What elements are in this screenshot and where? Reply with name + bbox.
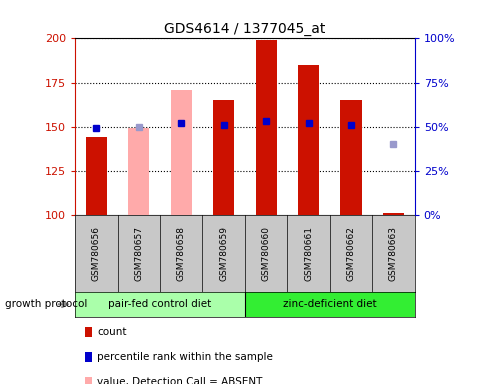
Text: GSM780657: GSM780657 [134,226,143,281]
Text: growth protocol: growth protocol [5,299,87,310]
Bar [86,137,107,215]
Text: zinc-deficient diet: zinc-deficient diet [282,299,376,310]
Text: pair-fed control diet: pair-fed control diet [108,299,211,310]
Text: GSM780662: GSM780662 [346,226,355,281]
Text: value, Detection Call = ABSENT: value, Detection Call = ABSENT [97,377,262,384]
Title: GDS4614 / 1377045_at: GDS4614 / 1377045_at [164,22,325,36]
Bar [297,65,318,215]
Text: GSM780656: GSM780656 [91,226,101,281]
Text: GSM780661: GSM780661 [303,226,313,281]
Bar [170,89,192,215]
Bar [212,100,234,215]
Text: GSM780660: GSM780660 [261,226,270,281]
Bar [128,129,149,215]
Bar [340,100,361,215]
Text: GSM780663: GSM780663 [388,226,397,281]
Bar [255,40,276,215]
Text: percentile rank within the sample: percentile rank within the sample [97,352,272,362]
Text: count: count [97,327,126,337]
Text: GSM780659: GSM780659 [219,226,228,281]
Bar [382,213,403,215]
Text: GSM780658: GSM780658 [176,226,185,281]
